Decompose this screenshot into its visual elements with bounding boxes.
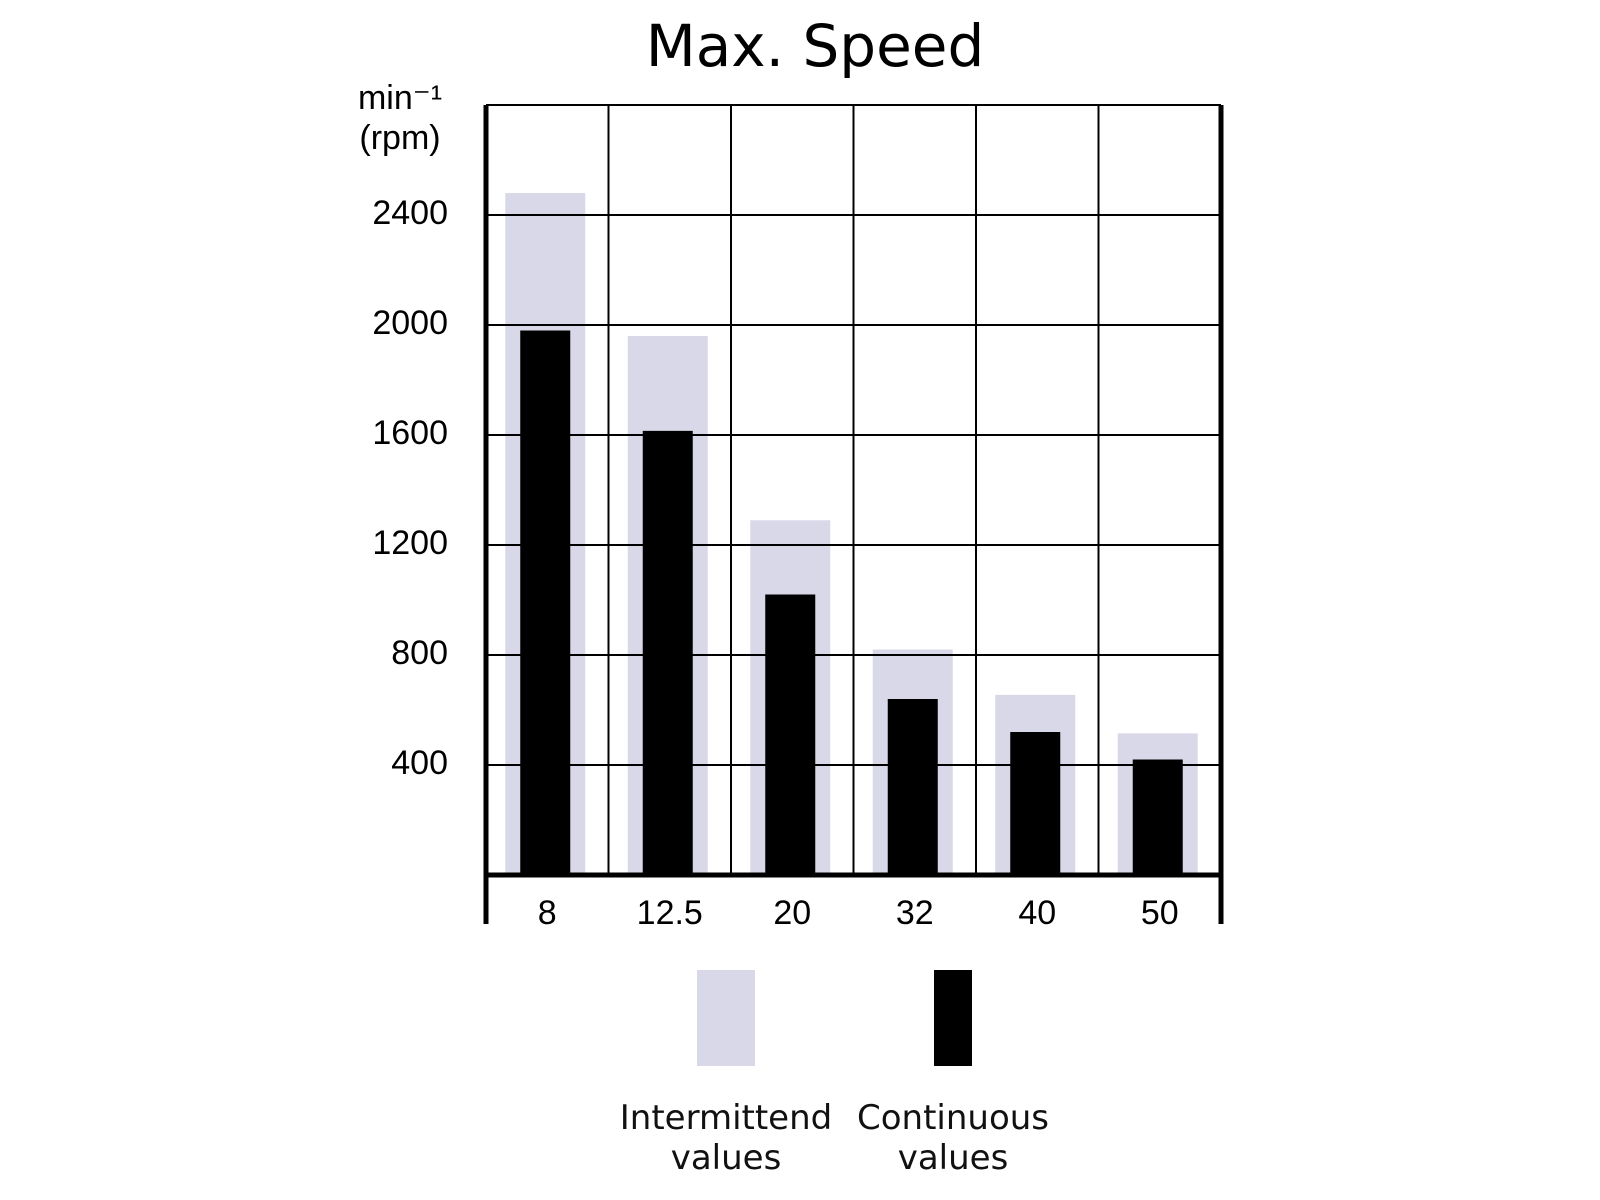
bar — [887, 699, 938, 875]
x-tick-label: 8 — [538, 894, 557, 932]
y-tick-label: 400 — [391, 744, 448, 782]
y-axis-label: min⁻¹ — [358, 79, 442, 117]
x-tick-label: 12.5 — [637, 894, 703, 932]
bar — [765, 594, 816, 875]
bar — [520, 330, 571, 875]
y-tick-label: 800 — [391, 634, 448, 672]
bar — [642, 430, 693, 875]
x-tick-label: 32 — [896, 894, 934, 932]
x-tick-label: 20 — [773, 894, 811, 932]
legend-label: Intermittend values — [619, 1098, 833, 1178]
y-tick-label: 2400 — [372, 194, 448, 232]
bar — [1010, 732, 1061, 875]
legend-swatch — [697, 970, 755, 1066]
x-tick-label: 40 — [1018, 894, 1056, 932]
bar — [1132, 759, 1183, 875]
y-tick-label: 1600 — [372, 414, 448, 452]
chart-title: Max. Speed — [646, 12, 985, 80]
y-tick-label: 2000 — [372, 304, 448, 342]
legend-swatch — [934, 970, 972, 1066]
legend-label: Continuous values — [856, 1098, 1050, 1178]
y-tick-label: 1200 — [372, 524, 448, 562]
y-axis-label: (rpm) — [359, 119, 440, 157]
x-tick-label: 50 — [1141, 894, 1179, 932]
